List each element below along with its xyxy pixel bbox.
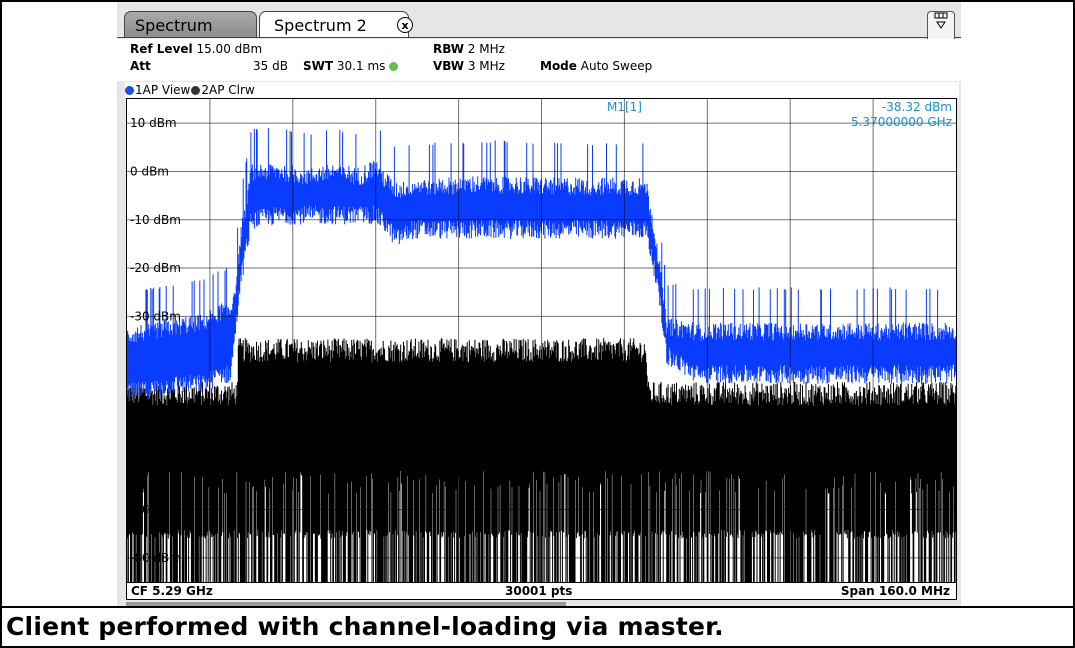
figure-caption: Client performed with channel-loading vi… (6, 612, 724, 641)
span-value: Span 160.0 MHz (840, 584, 950, 598)
marker-frequency: 5.37000000 GHz (851, 115, 952, 129)
tab-spectrum[interactable]: Spectrum (124, 11, 257, 38)
y-tick-label: -80 dBm (130, 551, 181, 565)
trace-1ap-view (126, 128, 957, 400)
vbw-setting: VBW 3 MHz (433, 59, 505, 73)
ref-level-label: Ref Level (130, 42, 193, 56)
spectrum-plot-svg: 10 dBm 0 dBm -10 dBm -20 dBm -30 dBm -70 dBm -… (126, 99, 957, 595)
trace2-label: 2AP Clrw (201, 83, 255, 97)
trace-2ap-clrw (126, 338, 957, 595)
tab-spectrum-2[interactable]: Spectrum 2 (259, 11, 409, 38)
mode-setting: Mode Auto Sweep (540, 59, 652, 73)
spectrum-analyzer-window: Spectrum Spectrum 2 x Ref Level 15.00 dB… (117, 2, 961, 606)
plot-footer: CF 5.29 GHz 30001 pts Span 160.0 MHz (126, 583, 957, 600)
mode-label: Mode (540, 59, 577, 73)
trace2-dot-icon (191, 86, 201, 95)
att-value: 35 dB (253, 59, 288, 73)
y-tick-label: 10 dBm (130, 116, 177, 130)
settings-header: Ref Level 15.00 dBm Att 35 dB SWT 30.1 m… (117, 39, 961, 81)
caption-divider (0, 606, 1075, 608)
trace1-label: 1AP View (135, 83, 191, 97)
ref-level-setting: Ref Level 15.00 dBm (130, 42, 262, 56)
rbw-label: RBW (433, 42, 464, 56)
trace-legend: 1AP View 2AP Clrw (125, 82, 959, 98)
swt-label: SWT (303, 59, 334, 73)
y-tick-label: -70 dBm (130, 503, 181, 517)
tab-spectrum-label: Spectrum (135, 16, 213, 35)
spectrum-plot-area[interactable]: 10 dBm 0 dBm -10 dBm -20 dBm -30 dBm -70 dBm -… (126, 98, 957, 595)
sweep-points: 30001 pts (505, 584, 573, 598)
rbw-value: 2 MHz (467, 42, 505, 56)
marker-label: M1[1] (607, 100, 642, 114)
display-config-glyph (934, 12, 948, 29)
swt-setting: SWT 30.1 ms (303, 59, 399, 73)
vbw-value: 3 MHz (467, 59, 505, 73)
tab-strip-divider (117, 37, 961, 38)
vbw-label: VBW (433, 59, 465, 73)
ref-level-value: 15.00 dBm (196, 42, 263, 56)
y-tick-label: -20 dBm (130, 261, 181, 275)
marker-level: -38.32 dBm (882, 100, 952, 114)
close-circle-icon[interactable]: x (397, 17, 413, 33)
bottom-tab-strip (126, 602, 566, 606)
swt-value: 30.1 ms (336, 59, 386, 73)
swt-indicator-icon (389, 62, 399, 71)
tab-spectrum-2-label: Spectrum 2 (274, 16, 367, 35)
center-frequency: CF 5.29 GHz (131, 584, 213, 598)
rbw-setting: RBW 2 MHz (433, 42, 505, 56)
trace1-dot-icon (125, 86, 134, 95)
y-tick-label: -10 dBm (130, 213, 181, 227)
y-tick-label: 0 dBm (130, 164, 169, 178)
att-label: Att (130, 59, 151, 73)
mode-value: Auto Sweep (580, 59, 653, 73)
y-tick-label: -30 dBm (130, 309, 181, 323)
att-label-wrap: Att (130, 59, 151, 73)
